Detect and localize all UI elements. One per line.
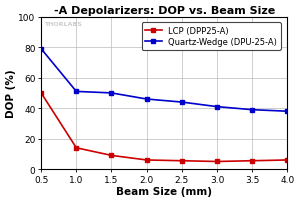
Legend: LCP (DPP25-A), Quartz-Wedge (DPU-25-A): LCP (DPP25-A), Quartz-Wedge (DPU-25-A) <box>142 23 281 50</box>
Quartz-Wedge (DPU-25-A) <box>250 109 254 111</box>
LCP (DPP25-A) <box>286 159 289 161</box>
LCP (DPP25-A) <box>39 92 43 95</box>
Quartz-Wedge (DPU-25-A) <box>180 101 184 104</box>
LCP (DPP25-A) <box>180 160 184 162</box>
LCP (DPP25-A) <box>215 160 219 163</box>
Quartz-Wedge (DPU-25-A) <box>145 98 148 101</box>
X-axis label: Beam Size (mm): Beam Size (mm) <box>116 186 212 197</box>
Title: -A Depolarizers: DOP vs. Beam Size: -A Depolarizers: DOP vs. Beam Size <box>54 5 275 16</box>
Text: THORLABS: THORLABS <box>44 22 82 27</box>
Quartz-Wedge (DPU-25-A) <box>215 106 219 108</box>
Quartz-Wedge (DPU-25-A) <box>39 48 43 51</box>
Line: LCP (DPP25-A): LCP (DPP25-A) <box>39 91 290 164</box>
Line: Quartz-Wedge (DPU-25-A): Quartz-Wedge (DPU-25-A) <box>39 47 290 114</box>
Quartz-Wedge (DPU-25-A) <box>110 92 113 95</box>
LCP (DPP25-A) <box>110 154 113 157</box>
LCP (DPP25-A) <box>74 147 78 149</box>
LCP (DPP25-A) <box>145 159 148 161</box>
LCP (DPP25-A) <box>250 160 254 162</box>
Quartz-Wedge (DPU-25-A) <box>286 110 289 113</box>
Quartz-Wedge (DPU-25-A) <box>74 91 78 93</box>
Y-axis label: DOP (%): DOP (%) <box>6 69 16 118</box>
